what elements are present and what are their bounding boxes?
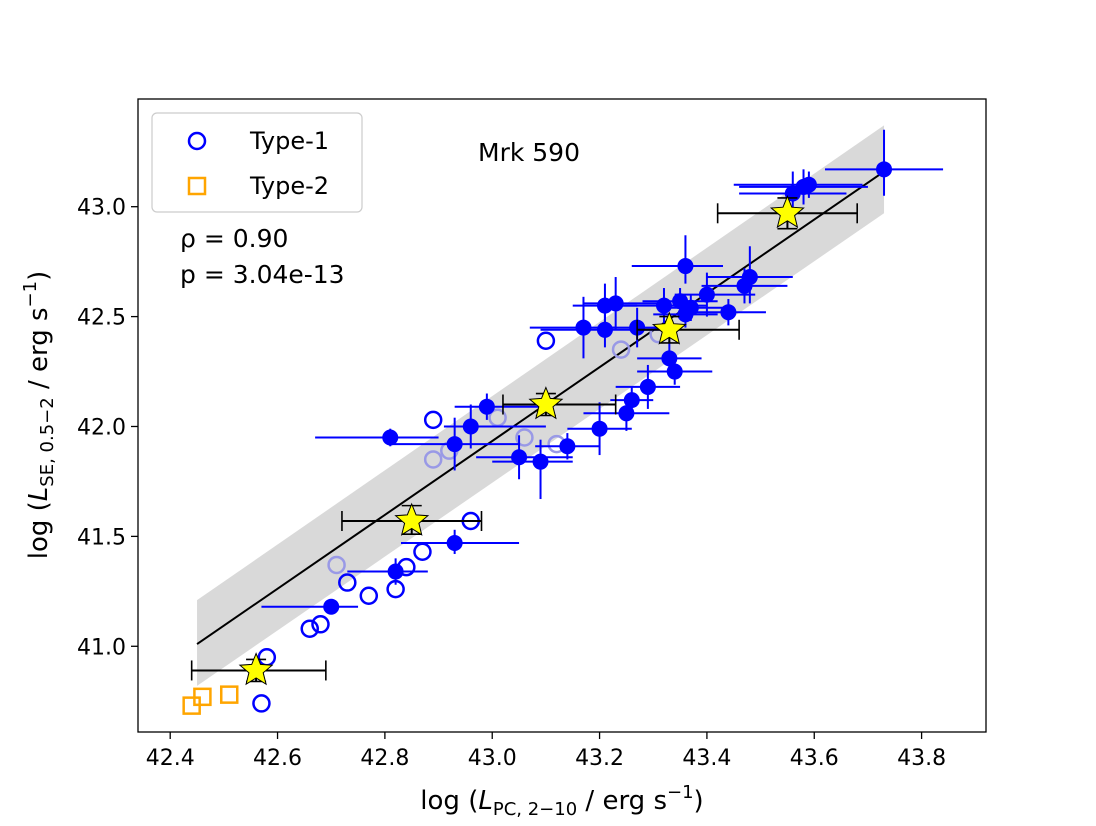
- binned-star-point: [394, 502, 430, 536]
- type1-open-point: [359, 586, 379, 605]
- type1-filled-point: [618, 405, 635, 422]
- type1-open-point: [252, 694, 271, 713]
- galaxy-annotation: Mrk 590: [478, 138, 580, 167]
- type1-filled-point: [387, 563, 404, 580]
- binned-star-point: [528, 386, 564, 420]
- type1-open-point: [386, 579, 405, 599]
- type1-filled-point: [607, 295, 624, 312]
- p-value-annotation: p = 3.04e-13: [180, 260, 345, 289]
- type1-filled-point: [559, 438, 576, 455]
- type1-filled-point: [596, 321, 613, 338]
- x-tick-label: 43.6: [790, 746, 839, 771]
- type1-filled-point: [666, 363, 683, 380]
- type1-open-point: [536, 331, 556, 351]
- x-tick-label: 43.8: [897, 746, 946, 771]
- binned-star-point: [769, 194, 805, 229]
- type2-point: [193, 687, 212, 707]
- type1-filled-point: [741, 269, 758, 286]
- type1-open-point: [338, 573, 357, 592]
- type1-open-point: [300, 619, 319, 638]
- legend-type2-marker: [187, 176, 207, 196]
- type1-open-point: [397, 557, 416, 577]
- type2-points: [182, 685, 239, 715]
- x-tick-label: 43.0: [468, 746, 517, 771]
- type1-filled-point: [800, 176, 817, 193]
- x-tick-label: 43.2: [575, 746, 624, 771]
- x-tick-label: 42.8: [360, 746, 409, 771]
- x-tick-label: 42.4: [146, 746, 195, 771]
- type1-filled-point: [591, 420, 608, 437]
- type1-filled-point: [682, 299, 699, 316]
- type1-faded-point: [611, 340, 631, 359]
- type1-filled-point: [623, 392, 640, 409]
- x-axis-ticks: 42.4 42.6 42.8 43.0 43.2 43.4 43.6 43.8: [146, 732, 946, 771]
- type1-filled-point: [446, 436, 463, 453]
- type1-filled-point: [639, 378, 656, 395]
- type1-filled-point: [655, 297, 672, 314]
- y-tick-label: 42.5: [77, 306, 126, 331]
- type1-open-point: [311, 615, 330, 634]
- type1-faded-point: [423, 450, 443, 469]
- type1-filled-point: [698, 286, 715, 303]
- y-tick-label: 41.5: [77, 525, 126, 550]
- y-tick-label: 43.0: [77, 196, 126, 221]
- binned-star-point: [238, 652, 274, 686]
- binned-star-points: [238, 194, 805, 686]
- type1-filled-point: [677, 258, 694, 275]
- binned-star-point: [651, 311, 687, 345]
- type1-filled-point: [575, 319, 592, 336]
- type1-open-point: [257, 648, 277, 667]
- type1-open-point: [423, 410, 443, 430]
- rho-annotation: ρ = 0.90: [180, 224, 288, 253]
- type1-filled-point: [323, 598, 340, 615]
- legend-type1-marker: [187, 131, 207, 151]
- x-tick-label: 42.6: [253, 746, 302, 771]
- type1-filled-point: [511, 449, 528, 466]
- type1-filled-point: [661, 350, 678, 367]
- type1-filled-point: [462, 418, 479, 435]
- x-axis-label: log (LPC, 2−10 / erg s−1): [420, 782, 703, 820]
- type1-faded-point: [515, 428, 534, 447]
- x-tick-label: 43.4: [682, 746, 731, 771]
- type1-faded-point: [327, 555, 346, 575]
- type1-filled-point: [446, 534, 463, 551]
- legend-type1-label: Type-1: [249, 127, 329, 155]
- type1-open-point: [413, 542, 432, 562]
- legend-type2-label: Type-2: [249, 172, 329, 200]
- type1-filled-point: [382, 429, 399, 446]
- y-axis-label: log (LSE, 0.5−2 / erg s−1): [20, 271, 58, 560]
- type1-filled-point: [478, 398, 495, 415]
- type1-filled-point: [532, 453, 549, 470]
- type1-filled-point: [720, 304, 737, 321]
- legend: Type-1 Type-2: [151, 112, 363, 213]
- y-tick-label: 42.0: [77, 415, 126, 440]
- type1-filled-point: [876, 161, 893, 178]
- y-axis-ticks: 41.0 41.5 42.0 42.5 43.0: [77, 196, 138, 660]
- type1-filled-points: [323, 161, 893, 615]
- y-tick-label: 41.0: [77, 635, 126, 660]
- plot-frame: [137, 98, 987, 733]
- type2-point: [219, 685, 239, 704]
